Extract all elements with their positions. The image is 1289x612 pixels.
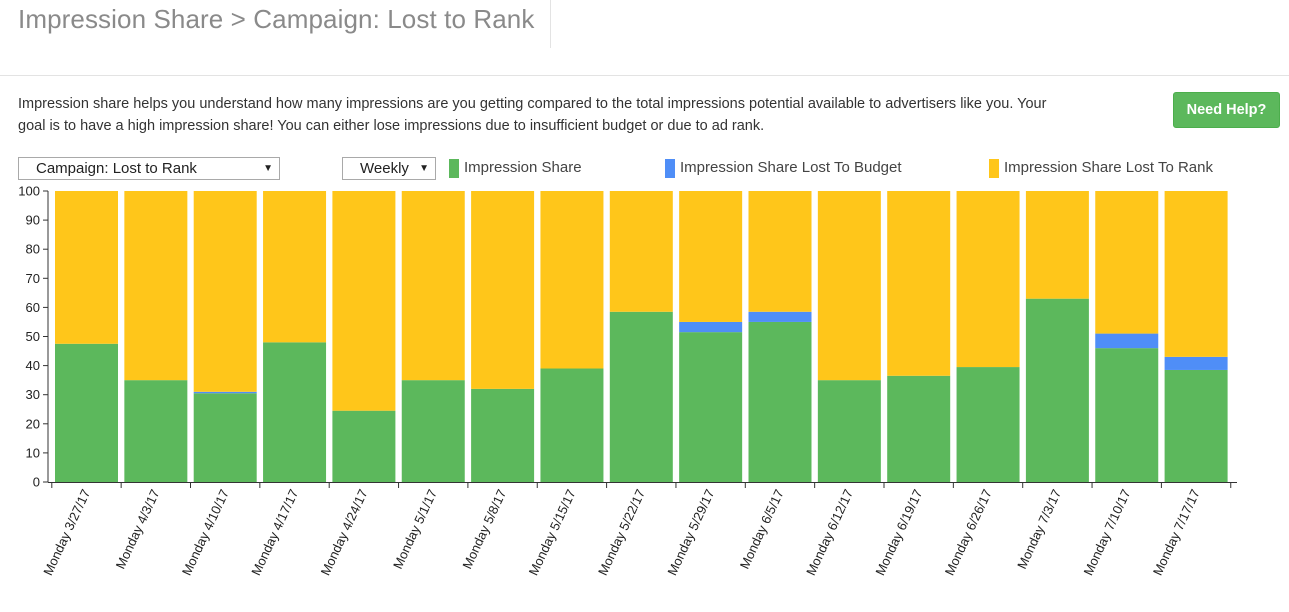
bar-impression-share[interactable]	[1025, 298, 1089, 482]
bar-impression-share-lost-to-budget[interactable]	[1095, 333, 1159, 349]
bar-impression-share[interactable]	[1164, 369, 1228, 482]
bar-impression-share-lost-to-rank[interactable]	[956, 191, 1020, 368]
campaign-select-value: Campaign: Lost to Rank	[36, 160, 197, 177]
legend-label: Impression Share	[464, 159, 582, 176]
bar-impression-share[interactable]	[956, 367, 1020, 482]
bar-impression-share-lost-to-rank[interactable]	[540, 191, 604, 369]
y-tick-label: 10	[26, 445, 40, 460]
x-tick-label: Monday 5/8/17	[459, 487, 509, 571]
bar-impression-share[interactable]	[817, 380, 881, 482]
bar-impression-share-lost-to-budget[interactable]	[679, 321, 743, 333]
x-tick-label: Monday 7/10/17	[1080, 487, 1133, 578]
chevron-down-icon: ▼	[263, 163, 273, 174]
description-text: Impression share helps you understand ho…	[18, 96, 1047, 134]
bar-impression-share[interactable]	[748, 321, 812, 482]
x-tick-label: Monday 4/3/17	[113, 487, 163, 571]
bar-impression-share-lost-to-rank[interactable]	[1025, 191, 1089, 299]
bar-impression-share[interactable]	[263, 342, 327, 482]
bar-impression-share-lost-to-rank[interactable]	[263, 191, 327, 343]
y-tick-label: 50	[26, 329, 40, 344]
bar-impression-share-lost-to-rank[interactable]	[609, 191, 673, 312]
y-tick-label: 40	[26, 358, 40, 373]
y-tick-label: 0	[33, 475, 40, 490]
y-tick-label: 90	[26, 213, 40, 228]
x-tick-label: Monday 4/17/17	[248, 487, 301, 578]
x-tick-label: Monday 5/1/17	[390, 487, 440, 571]
bar-impression-share-lost-to-rank[interactable]	[401, 191, 465, 381]
legend-label: Impression Share Lost To Rank	[1004, 159, 1213, 176]
campaign-select[interactable]: Campaign: Lost to Rank ▼	[18, 157, 280, 180]
bar-impression-share-lost-to-budget[interactable]	[748, 311, 812, 322]
y-tick-label: 20	[26, 416, 40, 431]
bar-impression-share-lost-to-rank[interactable]	[817, 191, 881, 381]
bar-impression-share-lost-to-rank[interactable]	[1095, 191, 1159, 334]
bar-impression-share-lost-to-rank[interactable]	[471, 191, 535, 389]
period-select[interactable]: Weekly ▼	[342, 157, 436, 180]
bar-impression-share-lost-to-rank[interactable]	[679, 191, 743, 322]
bar-impression-share[interactable]	[609, 311, 673, 482]
y-tick-label: 70	[26, 271, 40, 286]
x-tick-label: Monday 6/26/17	[942, 487, 995, 578]
chevron-down-icon: ▼	[419, 163, 429, 174]
bar-impression-share-lost-to-rank[interactable]	[332, 191, 396, 411]
bar-impression-share[interactable]	[55, 343, 118, 482]
x-tick-label: Monday 5/29/17	[664, 487, 717, 578]
y-tick-label: 60	[26, 300, 40, 315]
x-tick-label: Monday 3/27/17	[40, 487, 93, 578]
x-tick-label: Monday 5/15/17	[526, 487, 579, 578]
x-tick-label: Monday 7/17/17	[1150, 487, 1203, 578]
x-tick-label: Monday 7/3/17	[1014, 487, 1064, 571]
bar-impression-share-lost-to-budget[interactable]	[1164, 356, 1228, 370]
page-title: Impression Share > Campaign: Lost to Ran…	[18, 4, 535, 34]
bar-impression-share-lost-to-rank[interactable]	[1164, 191, 1228, 357]
bar-impression-share-lost-to-rank[interactable]	[124, 191, 188, 381]
y-tick-label: 100	[18, 184, 40, 199]
bar-impression-share[interactable]	[471, 388, 535, 482]
bar-impression-share-lost-to-rank[interactable]	[887, 191, 951, 376]
bar-impression-share[interactable]	[332, 410, 396, 482]
bar-impression-share[interactable]	[887, 375, 951, 482]
x-tick-label: Monday 6/12/17	[803, 487, 856, 578]
bars-group	[55, 191, 1228, 482]
bar-impression-share[interactable]	[540, 368, 604, 482]
legend-swatch-lost-rank	[989, 159, 999, 178]
legend-label: Impression Share Lost To Budget	[680, 159, 902, 176]
bar-impression-share-lost-to-rank[interactable]	[193, 191, 257, 392]
bar-impression-share[interactable]	[124, 380, 188, 482]
y-tick-label: 80	[26, 242, 40, 257]
bar-impression-share-lost-to-rank[interactable]	[55, 191, 118, 344]
bar-impression-share-lost-to-rank[interactable]	[748, 191, 812, 312]
y-tick-label: 30	[26, 387, 40, 402]
x-tick-label: Monday 4/24/17	[318, 487, 371, 578]
x-tick-label: Monday 5/22/17	[595, 487, 648, 578]
title-divider	[550, 0, 551, 48]
x-tick-label: Monday 6/19/17	[872, 487, 925, 578]
bar-impression-share[interactable]	[679, 332, 743, 482]
bar-impression-share-lost-to-budget[interactable]	[193, 391, 257, 394]
bar-impression-share[interactable]	[1095, 348, 1159, 482]
legend-swatch-lost-budget	[665, 159, 675, 178]
bar-impression-share[interactable]	[193, 393, 257, 482]
x-tick-label: Monday 4/10/17	[179, 487, 232, 578]
bar-impression-share[interactable]	[401, 380, 465, 482]
need-help-button[interactable]: Need Help?	[1173, 92, 1280, 128]
legend-swatch-impression-share	[449, 159, 459, 178]
period-select-value: Weekly	[360, 160, 409, 177]
title-bar: Impression Share > Campaign: Lost to Ran…	[0, 0, 1289, 76]
stacked-bar-chart: 0 10 20 30 40 50 60 70 80 90 100 Monday 3/27/17 Mond…	[18, 184, 1237, 578]
x-tick-label: Monday 6/5/17	[737, 487, 787, 571]
